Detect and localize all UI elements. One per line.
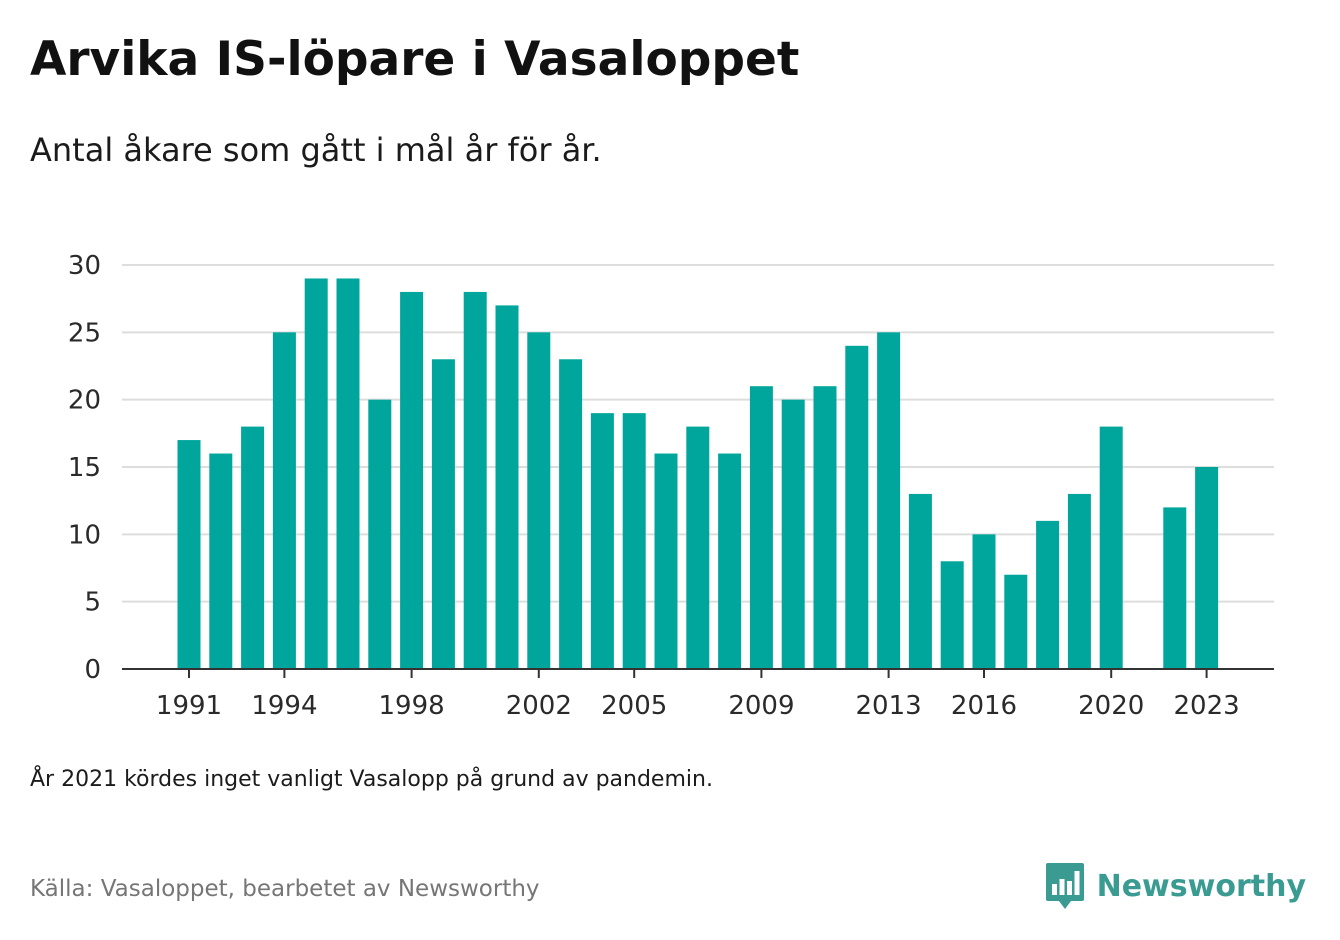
bar-2023 — [1195, 467, 1219, 669]
y-axis-tick-labels: 0 5 10 15 20 25 30 — [68, 251, 101, 685]
x-tick-label: 1994 — [251, 691, 317, 720]
bar-2008 — [718, 453, 742, 669]
x-axis — [122, 668, 1274, 678]
bar-2005 — [622, 413, 646, 669]
bar-1998 — [400, 291, 424, 669]
x-tick-label: 1998 — [379, 691, 445, 720]
bar-2017 — [1004, 574, 1028, 669]
x-tick-label: 1991 — [156, 691, 222, 720]
bar-2012 — [845, 345, 869, 669]
chart-title: Arvika IS-löpare i Vasaloppet — [30, 32, 800, 87]
y-tick-label: 15 — [68, 453, 101, 483]
bars — [177, 278, 1219, 669]
bar-2001 — [495, 305, 519, 669]
bar-2009 — [749, 386, 773, 669]
bar-1993 — [241, 426, 265, 669]
brand-logo: Newsworthy — [1045, 862, 1306, 910]
bar-2010 — [781, 399, 805, 669]
bar-1996 — [336, 278, 360, 669]
source-credit: Källa: Vasaloppet, bearbetet av Newswort… — [30, 876, 540, 902]
y-tick-label: 25 — [68, 318, 101, 348]
bar-2007 — [686, 426, 710, 669]
bar-1999 — [431, 359, 455, 669]
bar-2022 — [1163, 507, 1187, 669]
bar-1995 — [304, 278, 328, 669]
y-tick-label: 30 — [68, 251, 101, 281]
x-tick-label: 2023 — [1174, 691, 1240, 720]
chart-subtitle: Antal åkare som gått i mål år för år. — [30, 131, 602, 169]
bar-2020 — [1099, 426, 1123, 669]
bar-2018 — [1036, 520, 1060, 669]
y-tick-label: 0 — [84, 655, 101, 685]
bar-2011 — [813, 386, 837, 669]
bar-1991 — [177, 440, 201, 669]
bar-2013 — [877, 332, 901, 669]
x-tick-label: 2002 — [506, 691, 572, 720]
bar-2015 — [940, 561, 964, 669]
bar-2014 — [908, 493, 932, 669]
bar-2004 — [590, 413, 614, 669]
bar-chart-speech-bubble-icon — [1045, 863, 1084, 909]
y-tick-label: 20 — [68, 386, 101, 416]
brand-name: Newsworthy — [1096, 868, 1306, 904]
bar-2019 — [1067, 493, 1091, 669]
chart-footnote: År 2021 kördes inget vanligt Vasalopp på… — [30, 767, 713, 792]
bar-2003 — [559, 359, 583, 669]
x-tick-label: 2009 — [728, 691, 794, 720]
bar-1994 — [272, 332, 296, 669]
x-tick-label: 2005 — [601, 691, 667, 720]
bar-1997 — [368, 399, 392, 669]
x-tick-label: 2020 — [1078, 691, 1144, 720]
bar-chart: 0 5 10 15 20 25 30 1991 1994 1998 2002 2005 2009 201… — [68, 251, 1274, 720]
y-tick-label: 10 — [68, 520, 101, 550]
bar-1992 — [209, 453, 233, 669]
bar-2006 — [654, 453, 678, 669]
bar-2000 — [463, 291, 487, 669]
x-tick-label: 2016 — [951, 691, 1017, 720]
bar-2016 — [972, 534, 996, 669]
bar-2002 — [527, 332, 551, 669]
y-tick-label: 5 — [84, 588, 101, 618]
x-axis-tick-labels: 1991 1994 1998 2002 2005 2009 2013 2016 2020 2023 — [156, 691, 1240, 720]
x-tick-label: 2013 — [856, 691, 922, 720]
